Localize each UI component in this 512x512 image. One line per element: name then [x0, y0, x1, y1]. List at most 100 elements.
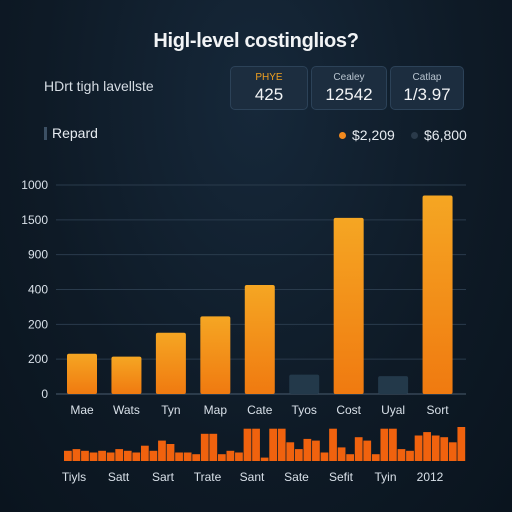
mini-bar [269, 428, 278, 461]
legend-item-dark: $6,800 [411, 127, 467, 143]
mini-x-tick-label: Tiyls [62, 470, 86, 484]
mini-bar [140, 445, 149, 461]
x-tick-label: Sort [427, 403, 450, 417]
mini-bar [277, 428, 286, 461]
mini-bar [431, 435, 440, 461]
mini-x-tick-label: Sefit [329, 470, 354, 484]
mini-bar [89, 452, 98, 461]
mini-bar [106, 452, 115, 461]
legend-label: $6,800 [424, 127, 467, 143]
kpi-card-cealey: Cealey 12542 [311, 66, 387, 110]
chart-title: Higl-level costinglios? [153, 30, 359, 52]
mini-bar [209, 433, 218, 461]
x-tick-label: Mae [70, 403, 94, 417]
x-tick-label: Uyal [381, 403, 405, 417]
mini-bar [346, 454, 355, 461]
legend-title: Repard [44, 125, 98, 141]
mini-bar [183, 452, 192, 461]
mini-bar [337, 447, 346, 461]
mini-bar [363, 440, 372, 461]
bar [333, 217, 364, 394]
bar [155, 332, 186, 394]
mini-x-tick-label: Trate [194, 470, 222, 484]
y-tick-label: 0 [41, 387, 48, 401]
legend-item-orange: $2,209 [339, 127, 395, 143]
mini-bar [149, 450, 158, 461]
x-tick-label: Cost [336, 403, 361, 417]
legend-label: $2,209 [352, 127, 395, 143]
bar [200, 316, 231, 394]
mini-bar [235, 452, 243, 461]
kpi-label: PHYE [255, 72, 283, 83]
mini-bar [329, 428, 337, 461]
mini-bar [320, 452, 329, 461]
y-tick-label: 200 [28, 352, 48, 366]
mini-bar [72, 449, 81, 461]
mini-bar [397, 449, 406, 461]
mini-bar [448, 442, 457, 461]
kpi-card-phye: PHYE 425 [230, 66, 308, 110]
mini-bar [115, 449, 124, 461]
mini-bar [312, 440, 320, 461]
mini-bar [166, 444, 175, 461]
mini-x-tick-label: Satt [108, 470, 130, 484]
mini-x-tick-label: Sart [152, 470, 175, 484]
legend-swatch [411, 132, 418, 139]
bar [289, 374, 320, 394]
mini-bar [98, 450, 106, 461]
x-tick-label: Tyos [292, 403, 317, 417]
mini-bar [457, 427, 466, 461]
mini-bar [286, 442, 295, 461]
mini-bar [294, 449, 303, 461]
mini-bar [226, 450, 235, 461]
kpi-value: 1/3.97 [403, 85, 451, 104]
mini-bar [243, 428, 252, 461]
mini-bar [252, 428, 260, 461]
bar [422, 195, 453, 394]
x-tick-label: Wats [113, 403, 140, 417]
legend-swatch [339, 132, 346, 139]
mini-x-tick-label: Tyin [374, 470, 396, 484]
mini-bar [175, 452, 183, 461]
kpi-value: 425 [254, 85, 284, 104]
mini-bar [217, 454, 226, 461]
mini-bar [64, 450, 72, 461]
mini-bar [354, 437, 363, 461]
mini-bar [440, 437, 449, 461]
kpi-label: Cealey [333, 72, 365, 83]
y-tick-label: 200 [28, 317, 48, 331]
x-tick-label: Tyn [161, 403, 180, 417]
mini-bar [132, 452, 141, 461]
kpi-value: 12542 [325, 85, 373, 104]
x-tick-label: Cate [247, 403, 273, 417]
x-tick-label: Map [204, 403, 228, 417]
y-tick-label: 1500 [21, 213, 48, 227]
mini-bar [158, 440, 166, 461]
mini-x-tick-label: 2012 [417, 470, 444, 484]
mini-bar [380, 428, 389, 461]
mini-bar [123, 450, 132, 461]
mini-bar [303, 438, 312, 461]
kpi-card-catlap: Catlap 1/3.97 [390, 66, 464, 110]
mini-bar [414, 435, 423, 461]
mini-bar [406, 450, 414, 461]
mini-bar [81, 450, 89, 461]
kpi-label: Catlap [412, 72, 442, 83]
mini-x-tick-label: Sant [240, 470, 265, 484]
y-tick-label: 900 [28, 248, 48, 262]
bar [67, 353, 97, 394]
y-tick-label: 1000 [21, 178, 48, 192]
mini-bar [200, 433, 209, 461]
mini-bar [389, 428, 397, 461]
mini-bar [192, 454, 201, 461]
bar [244, 285, 275, 394]
mini-x-tick-label: Sate [284, 470, 309, 484]
mini-bar [423, 432, 431, 461]
mini-bar [371, 454, 380, 461]
bar [378, 376, 409, 394]
mini-bar [260, 457, 269, 461]
y-tick-label: 400 [28, 283, 48, 297]
bar [111, 356, 142, 394]
chart-subtitle: HDrt tigh lavellste [44, 78, 154, 94]
